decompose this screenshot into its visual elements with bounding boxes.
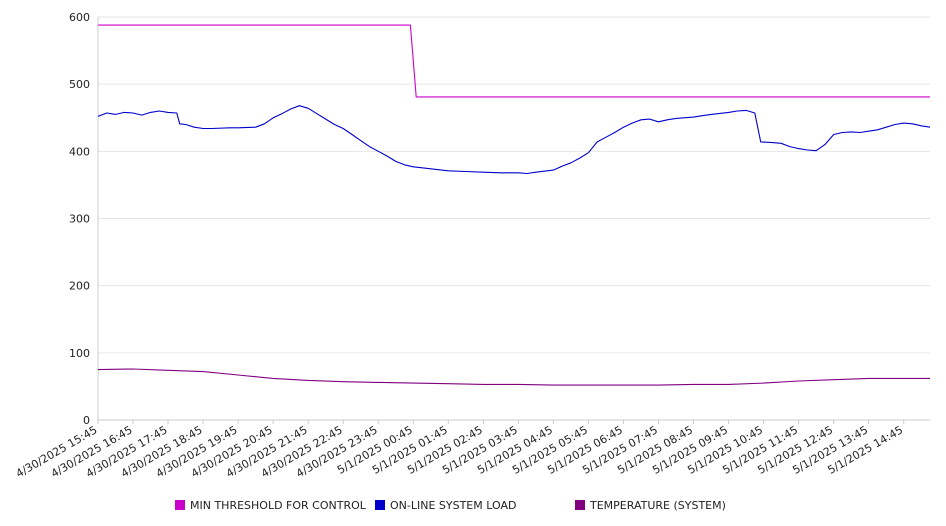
y-tick-label: 100 [69, 347, 90, 360]
series-line [97, 105, 931, 175]
y-tick-label: 0 [83, 414, 90, 427]
grid-lines [98, 16, 930, 354]
series-line [97, 368, 930, 386]
legend-swatch [375, 500, 385, 510]
series-lines [97, 24, 931, 386]
legend-swatch [575, 500, 585, 510]
legend-swatch [175, 500, 185, 510]
series-line [98, 24, 930, 98]
y-tick-label: 500 [69, 78, 90, 91]
legend-label: ON-LINE SYSTEM LOAD [390, 499, 516, 512]
y-tick-label: 300 [69, 213, 90, 226]
legend-label: MIN THRESHOLD FOR CONTROL [190, 499, 367, 512]
x-axis: 4/30/2025 15:454/30/2025 16:454/30/2025 … [14, 419, 930, 480]
y-tick-label: 400 [69, 145, 90, 158]
y-tick-label: 600 [69, 11, 90, 24]
y-tick-label: 200 [69, 280, 90, 293]
legend: MIN THRESHOLD FOR CONTROL ON-LINE SYSTEM … [175, 499, 726, 512]
y-axis: 0 100 200 300 400 500 600 [69, 11, 99, 427]
legend-label: TEMPERATURE (SYSTEM) [589, 499, 726, 512]
